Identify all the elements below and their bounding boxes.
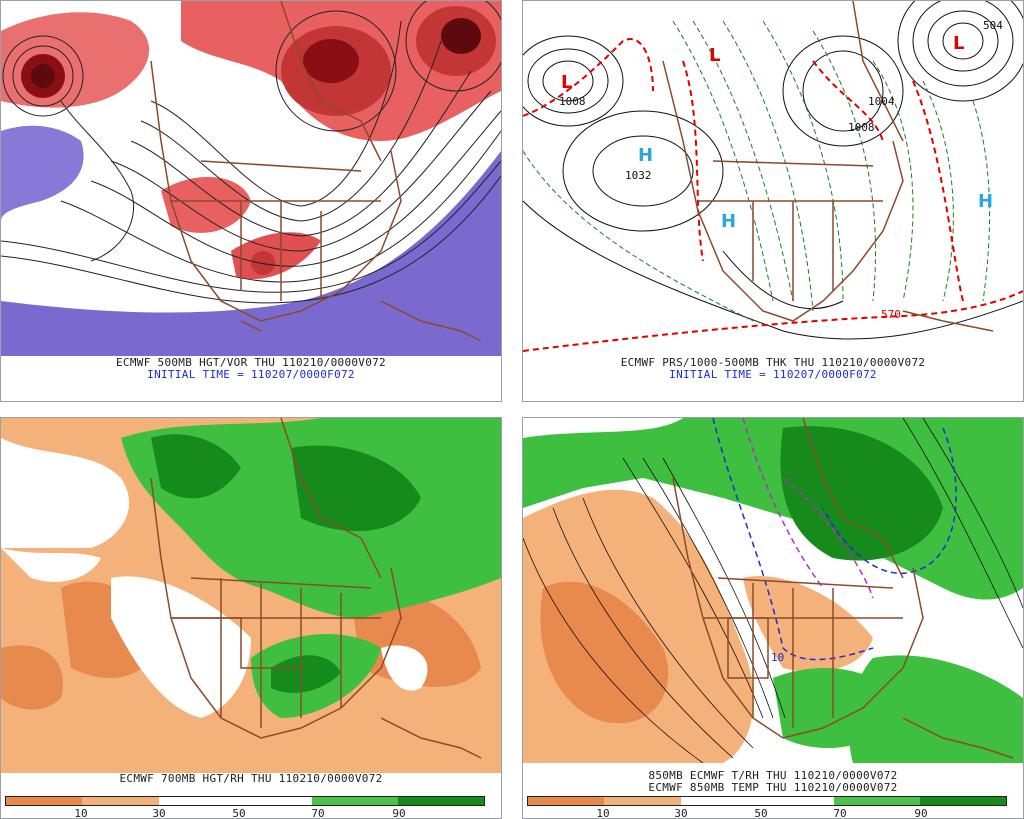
panel-850mb-temp-rh: 10 850MB ECMWF T/RH THU 110210/0000V072 … [522,417,1024,819]
low-pressure-label: L [561,72,572,93]
isobar-label: 1008 [848,121,875,134]
colorbar-tick: 10 [74,807,88,819]
panel-subtitle: INITIAL TIME = 110207/0000F072 [147,368,355,381]
colorbar-tick: 50 [754,807,768,819]
high-pressure-label: H [638,145,653,166]
colorbar-segment [833,797,920,805]
low-pressure-label: L [953,33,964,54]
colorbar-segment [311,797,398,805]
colorbar-tick: 10 [596,807,610,819]
colorbar-tick: 30 [152,807,166,819]
low-pressure-label: L [709,45,720,66]
panel-subtitle: ECMWF 850MB TEMP THU 110210/0000V072 [648,781,898,794]
panel-500mb-vorticity: ECMWF 500MB HGT/VOR THU 110210/0000V072 … [0,0,502,402]
thickness-label: 570 [881,308,901,321]
panel-title: ECMWF PRS/1000-500MB THK THU 110210/0000… [620,356,926,369]
thickness-label: 504 [983,19,1003,32]
colorbar-tick: 50 [232,807,246,819]
colorbar-segment [235,797,312,805]
isobar-label: 1008 [559,95,586,108]
rh-colorbar [5,796,485,806]
colorbar-tick: 70 [311,807,325,819]
isobar-label: 1004 [868,95,895,108]
rh-colorbar [527,796,1007,806]
panel-pressure-thickness: L L L H H H 1032 1008 1008 1004 570 504 … [522,0,1024,402]
colorbar-segment [158,797,236,805]
panel-title: ECMWF 700MB HGT/RH THU 110210/0000V072 [119,772,383,785]
colorbar-tick: 70 [833,807,847,819]
isobar-label: 1032 [625,169,652,182]
colorbar-tick: 90 [914,807,928,819]
temp-rh-850mb-map: 10 [523,418,1023,763]
colorbar-segment [6,797,83,805]
colorbar-segment [919,797,1006,805]
panel-subtitle: INITIAL TIME = 110207/0000F072 [669,368,877,381]
isotherm-label: 10 [771,651,784,664]
panel-title: ECMWF 500MB HGT/VOR THU 110210/0000V072 [116,356,386,369]
panel-title: 850MB ECMWF T/RH THU 110210/0000V072 [648,769,898,782]
high-pressure-label: H [721,211,736,232]
colorbar-segment [680,797,758,805]
colorbar-tick: 30 [674,807,688,819]
colorbar-segment [528,797,605,805]
colorbar-segment [604,797,681,805]
rh-700mb-map [1,418,501,773]
colorbar-tick: 90 [392,807,406,819]
colorbar-segment [397,797,484,805]
colorbar-segment [757,797,834,805]
colorbar-segment [82,797,159,805]
vorticity-map [1,1,501,356]
pressure-thickness-map: L L L H H H 1032 1008 1008 1004 570 504 [523,1,1023,356]
panel-700mb-rh: ECMWF 700MB HGT/RH THU 110210/0000V072 1… [0,417,502,819]
high-pressure-label: H [978,191,993,212]
